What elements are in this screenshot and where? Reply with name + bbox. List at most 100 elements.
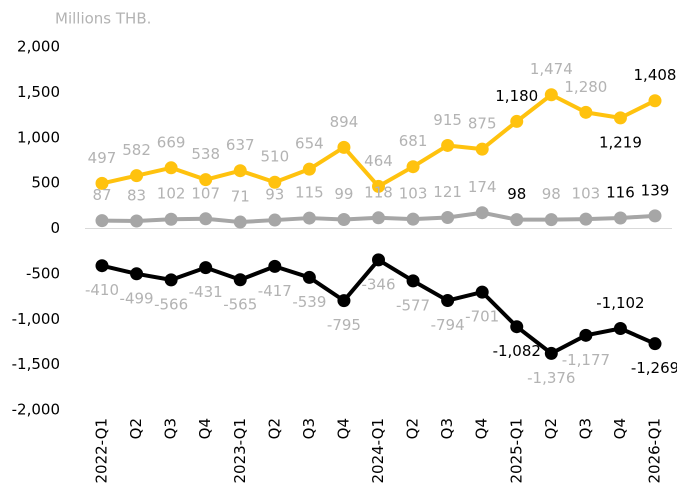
x-tick-label: Q3 [300, 418, 318, 439]
x-tick-label: Q4 [196, 418, 214, 439]
data-point [510, 213, 524, 227]
data-point [233, 215, 247, 229]
data-label: -794 [431, 316, 465, 334]
data-point [268, 213, 282, 227]
data-label: -577 [396, 296, 430, 314]
data-label: 93 [265, 186, 284, 204]
x-tick-label: Q2 [542, 418, 560, 439]
data-label: 107 [191, 184, 220, 202]
data-label: -701 [465, 308, 499, 326]
data-point [233, 273, 247, 287]
data-label: 1,219 [599, 133, 642, 151]
data-point [579, 212, 593, 226]
data-label: -1,269 [631, 359, 677, 377]
data-label: 894 [330, 113, 359, 131]
x-tick-label: 2025-Q1 [507, 418, 525, 484]
data-label: 915 [433, 111, 462, 129]
data-point [544, 213, 558, 227]
data-label: -1,102 [596, 294, 644, 312]
data-label: -1,177 [562, 351, 610, 369]
x-tick-label: 2026-Q1 [646, 418, 664, 484]
data-label: -410 [85, 281, 119, 299]
data-label: -431 [189, 283, 223, 301]
data-label: 1,180 [495, 87, 538, 105]
data-label: 510 [260, 148, 289, 166]
data-label: 1,474 [530, 60, 573, 78]
data-point [130, 169, 144, 183]
y-tick-label: 500 [31, 174, 60, 192]
data-point [544, 88, 558, 102]
y-tick-label: 1,000 [17, 128, 60, 146]
x-tick-label: Q4 [611, 418, 629, 439]
data-label: 83 [127, 186, 146, 204]
data-point [441, 138, 455, 152]
data-label: 103 [399, 185, 428, 203]
data-point [510, 320, 524, 334]
x-tick-label: Q2 [265, 418, 283, 439]
data-point [441, 211, 455, 225]
data-point [579, 328, 593, 342]
data-point [302, 211, 316, 225]
data-label: 98 [507, 185, 526, 203]
data-label: 875 [468, 115, 497, 133]
data-point [613, 211, 627, 225]
data-point [441, 294, 455, 308]
data-point [648, 94, 662, 108]
data-label: -1,082 [493, 342, 541, 360]
data-point [337, 140, 351, 154]
data-point [475, 206, 489, 220]
data-point [302, 162, 316, 176]
x-tick-label: Q3 [438, 418, 456, 439]
data-label: 582 [122, 141, 151, 159]
data-point [130, 267, 144, 281]
data-label: 497 [88, 149, 117, 167]
data-label: 99 [334, 185, 353, 203]
data-label: -539 [292, 293, 326, 311]
data-point [372, 179, 385, 193]
data-point [95, 214, 109, 228]
data-point [233, 164, 247, 178]
data-label: 103 [572, 185, 601, 203]
data-point [268, 175, 282, 189]
data-point [475, 142, 489, 156]
data-label: 538 [191, 145, 220, 163]
data-label: -566 [154, 295, 188, 313]
x-tick-label: Q3 [576, 418, 594, 439]
x-tick-label: Q4 [334, 418, 352, 439]
data-point [372, 211, 385, 225]
y-tick-label: 0 [50, 219, 60, 237]
data-label: -565 [223, 295, 257, 313]
data-label: 654 [295, 135, 324, 153]
y-tick-label: -1,500 [12, 355, 60, 373]
data-point [164, 273, 178, 287]
data-label: 121 [433, 183, 462, 201]
y-axis-label: Millions THB. [55, 10, 151, 28]
x-tick-label: Q2 [127, 418, 145, 439]
y-tick-label: -1,000 [12, 310, 60, 328]
data-point [95, 259, 109, 273]
y-tick-label: 2,000 [17, 38, 60, 56]
data-label: 115 [295, 184, 324, 202]
data-point [613, 322, 627, 336]
data-point [337, 294, 351, 308]
x-tick-label: 2024-Q1 [369, 418, 387, 484]
data-label: -795 [327, 316, 361, 334]
data-point [268, 259, 282, 273]
data-label: 669 [157, 133, 186, 151]
data-point [510, 114, 524, 128]
data-label: 637 [226, 136, 255, 154]
data-point [302, 270, 316, 284]
x-tick-label: Q2 [404, 418, 422, 439]
y-tick-label: 1,500 [17, 83, 60, 101]
data-label: 102 [157, 185, 186, 203]
data-label: 116 [606, 183, 635, 201]
data-point [164, 212, 178, 226]
data-point [648, 209, 662, 223]
data-point [95, 176, 109, 190]
y-tick-label: -2,000 [12, 401, 60, 419]
data-point [406, 212, 420, 226]
data-label: 71 [231, 188, 250, 206]
data-point [475, 285, 489, 299]
data-label: 464 [364, 152, 393, 170]
x-tick-label: 2023-Q1 [231, 418, 249, 484]
